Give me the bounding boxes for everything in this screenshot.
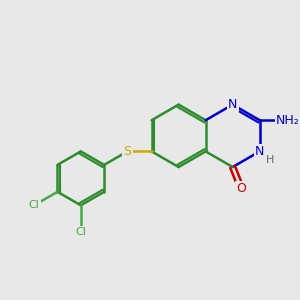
Text: N: N [228,98,237,111]
Text: Cl: Cl [29,200,40,210]
Text: N: N [255,145,264,158]
Text: H: H [266,155,274,165]
Text: O: O [236,182,246,195]
Text: Cl: Cl [75,227,86,237]
Text: S: S [124,145,131,158]
Text: NH₂: NH₂ [276,114,300,127]
